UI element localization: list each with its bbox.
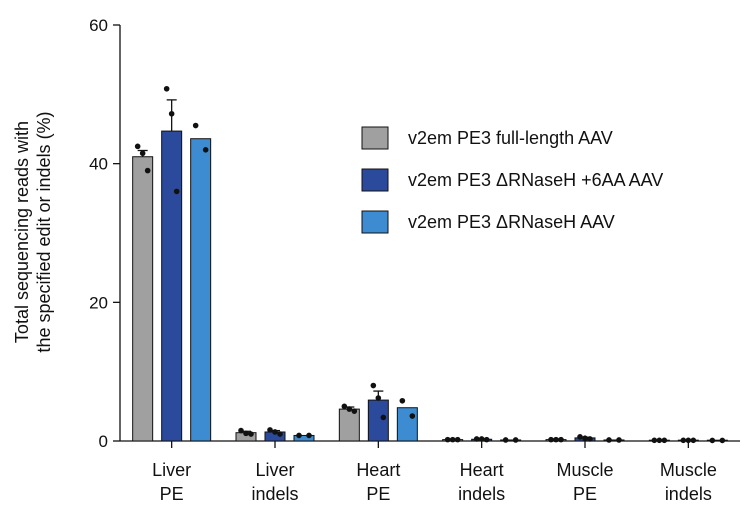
bar (396, 407, 418, 442)
legend-swatch (361, 168, 389, 192)
data-point (548, 436, 554, 443)
y-axis-title: Total sequencing reads with the specifie… (12, 111, 54, 352)
x-tick-label: indels (665, 484, 712, 504)
data-point (139, 150, 146, 157)
legend-label: v2em PE3 ΔRNaseH AAV (408, 212, 615, 232)
data-point (483, 436, 490, 443)
x-tick-label: PE (366, 484, 390, 504)
x-tick-label: Muscle (556, 460, 613, 480)
data-point (606, 437, 612, 443)
data-point (192, 122, 199, 129)
bar (500, 439, 522, 442)
data-point (558, 436, 564, 443)
x-tick-label: Liver (255, 460, 294, 480)
data-point (577, 434, 583, 440)
y-axis-title-line-1: Total sequencing reads with (12, 121, 32, 343)
data-point (202, 147, 209, 153)
x-tick-label: PE (160, 484, 184, 504)
data-point (277, 431, 283, 437)
data-point (719, 437, 726, 444)
x-tick-label: indels (458, 484, 505, 504)
data-point (473, 436, 480, 442)
data-point (144, 167, 151, 174)
y-tick-label: 0 (99, 432, 108, 451)
x-tick-label: Heart (460, 460, 504, 480)
y-tick-label: 20 (89, 293, 108, 312)
x-tick-label: Liver (152, 460, 191, 480)
y-tick-label: 40 (89, 155, 108, 174)
data-point (478, 436, 485, 442)
data-point (341, 403, 348, 410)
data-point (656, 437, 663, 444)
y-axis-title-line-2: the specified edit or indels (%) (34, 111, 54, 352)
x-tick-label: PE (573, 484, 597, 504)
data-point (690, 437, 697, 444)
data-point (380, 414, 387, 421)
data-point (553, 436, 559, 443)
data-point (346, 406, 353, 412)
data-point (709, 437, 716, 444)
data-point (248, 431, 254, 437)
legend-label: v2em PE3 ΔRNaseH +6AA AAV (408, 170, 663, 190)
data-point (351, 408, 358, 414)
y-tick-label: 60 (89, 16, 108, 35)
data-point (651, 437, 658, 444)
data-point (243, 430, 249, 437)
data-point (173, 188, 180, 195)
legend-label: v2em PE3 full-length AAV (408, 128, 613, 148)
data-point (512, 437, 519, 443)
data-point (502, 437, 509, 443)
data-point (370, 382, 377, 389)
x-tick-label: Heart (356, 460, 400, 480)
bar (161, 130, 183, 442)
bar (293, 434, 315, 442)
bars-layer (132, 99, 728, 442)
axes: 0 20 40 60 Liver PE Liver indels Heart PE Heart ind… (89, 16, 740, 504)
data-point (685, 437, 692, 444)
data-point (272, 429, 278, 435)
data-point (375, 395, 382, 401)
x-tick-label: indels (251, 484, 298, 504)
bar (190, 138, 212, 442)
legend: v2em PE3 full-length AAV v2em PE3 ΔRNaseH… (361, 126, 663, 234)
data-point (296, 432, 302, 439)
bar (706, 439, 728, 442)
data-point (163, 85, 170, 92)
data-point (267, 427, 273, 433)
data-point (449, 436, 456, 443)
data-point (399, 397, 406, 404)
data-point (661, 437, 668, 444)
bar (132, 156, 154, 442)
data-point (587, 436, 593, 442)
data-point (680, 437, 687, 444)
points-layer (134, 85, 726, 444)
bar (603, 439, 625, 442)
data-point (616, 437, 622, 443)
legend-swatch (361, 210, 389, 234)
legend-swatch (361, 126, 389, 150)
data-point (409, 413, 416, 419)
bar (367, 399, 389, 442)
bar (338, 408, 360, 442)
data-point (444, 436, 451, 443)
data-point (238, 427, 244, 434)
x-tick-label: Muscle (660, 460, 717, 480)
data-point (134, 143, 141, 150)
data-point (454, 436, 461, 443)
data-point (582, 435, 588, 442)
data-point (306, 432, 312, 439)
data-point (168, 110, 175, 117)
